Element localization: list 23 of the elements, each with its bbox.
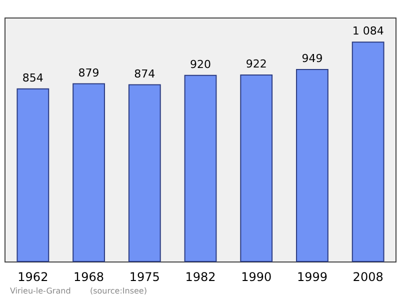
data-label: 920 [190, 58, 211, 71]
data-label: 949 [302, 52, 323, 66]
data-label: 874 [134, 67, 156, 80]
x-tick-label: 1968 [74, 270, 104, 284]
x-tick-label: 1962 [18, 270, 48, 284]
data-label: 1 084 [352, 24, 384, 38]
data-label: 854 [22, 71, 44, 84]
text: (source:Insee) [90, 286, 147, 296]
bar [184, 74, 217, 262]
data-label: 922 [246, 58, 267, 71]
bar [128, 84, 161, 262]
x-tick-label: 1990 [241, 270, 272, 284]
x-tick-label: 2008 [352, 270, 384, 284]
bar [352, 42, 384, 262]
bar [16, 88, 50, 262]
bar [296, 69, 328, 262]
bar [240, 74, 273, 262]
x-tick-label: 1999 [296, 270, 328, 284]
x-tick-label: 1975 [129, 270, 160, 284]
bar [72, 83, 105, 262]
text: Virieu-le-Grand [10, 286, 71, 296]
x-tick-label: 1982 [185, 270, 216, 284]
data-label: 879 [78, 66, 100, 80]
